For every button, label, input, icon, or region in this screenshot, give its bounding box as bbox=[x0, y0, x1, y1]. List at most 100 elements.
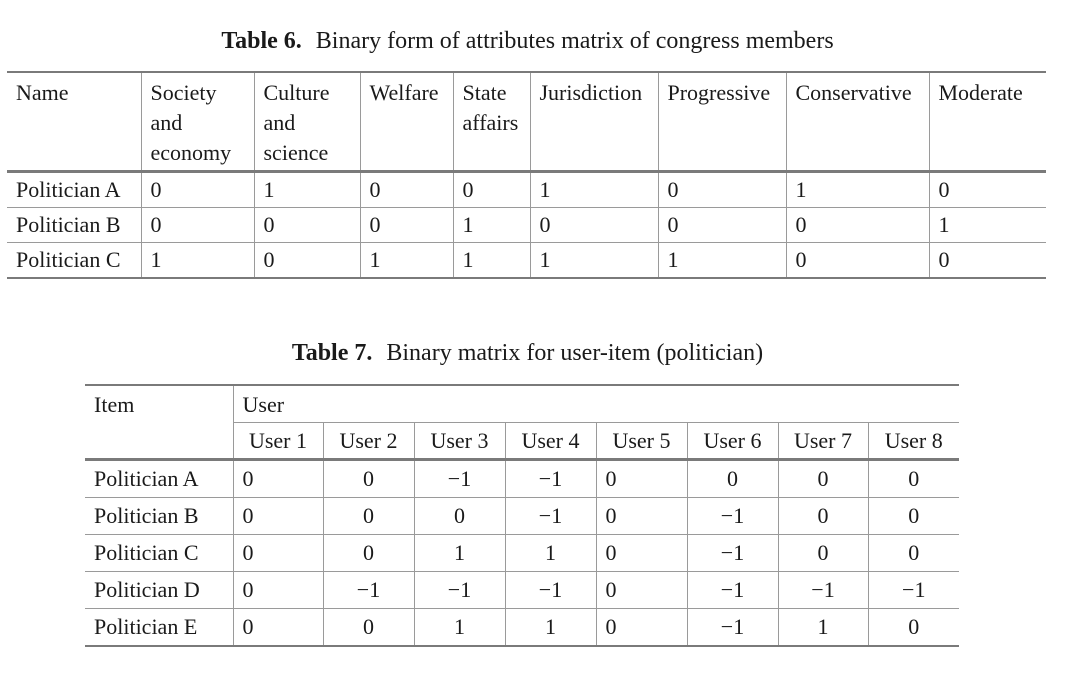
table6-column-header-line: Culture bbox=[263, 80, 330, 105]
table6-column-header: Society and economy bbox=[140, 72, 254, 172]
table7-cell: 0 bbox=[595, 459, 687, 498]
table6-caption-text: Binary form of attributes matrix of cong… bbox=[315, 28, 834, 54]
table6-cell: 1 bbox=[529, 171, 658, 208]
table6-cell: 0 bbox=[785, 207, 929, 243]
table7-cell: 0 bbox=[595, 571, 687, 609]
table7-cell: 0 bbox=[232, 608, 323, 646]
table7-cell: 0 bbox=[867, 534, 959, 572]
table6-column-header-line: science bbox=[263, 140, 329, 165]
table6-cell: 1 bbox=[140, 242, 254, 278]
table6-row-label: Politician B bbox=[7, 207, 141, 243]
table7-item-header: Item bbox=[94, 392, 135, 417]
table6-header-row: Name Society and economy Culture and science We… bbox=[7, 72, 1046, 172]
table7-cell: 0 bbox=[686, 459, 778, 498]
table6-column-header-line: Society bbox=[150, 80, 217, 105]
table6-cell: 1 bbox=[359, 242, 453, 278]
table6-column-header: Jurisdiction bbox=[529, 72, 658, 172]
table6-column-header-line: Name bbox=[16, 80, 69, 105]
table6-cell: 0 bbox=[140, 171, 254, 208]
table6-column-header-line: Progressive bbox=[667, 80, 771, 105]
table7-user-column-header: User 4 bbox=[504, 422, 596, 460]
table7-row: Politician E 0 0 1 1 0 −1 1 0 bbox=[85, 608, 959, 646]
table6-column-header: Culture and science bbox=[253, 72, 360, 172]
table6-cell: 1 bbox=[785, 171, 929, 208]
table7-cell: 1 bbox=[413, 534, 505, 572]
table7-cell: 1 bbox=[504, 534, 596, 572]
table6-column-header: Name bbox=[7, 72, 141, 172]
table7-cell: −1 bbox=[504, 571, 596, 609]
table6-column-header: Moderate bbox=[928, 72, 1046, 172]
table7-caption-text: Binary matrix for user-item (politician) bbox=[386, 340, 764, 366]
table7-cell: 0 bbox=[777, 534, 868, 572]
table7-cell: 0 bbox=[232, 571, 323, 609]
table6-cell: 1 bbox=[452, 207, 530, 243]
table6-cell: 1 bbox=[253, 171, 360, 208]
table7-cell: 0 bbox=[867, 497, 959, 535]
table6-cell: 0 bbox=[359, 171, 453, 208]
table6-cell: 0 bbox=[253, 207, 360, 243]
table7-cell: 0 bbox=[595, 534, 687, 572]
table7-cell: 0 bbox=[595, 608, 687, 646]
table7-row-label: Politician B bbox=[85, 497, 233, 535]
table7-cell: 1 bbox=[504, 608, 596, 646]
table7-row-label: Politician D bbox=[85, 571, 233, 609]
table6-column-header-line: and bbox=[263, 110, 296, 135]
table7-cell: −1 bbox=[686, 608, 778, 646]
table6-cell: 0 bbox=[253, 242, 360, 278]
table7-cell: 0 bbox=[232, 459, 323, 498]
table7-body: Politician A 0 0 −1 −1 0 0 0 0 Politician B 0 0 0 −1 0… bbox=[85, 459, 959, 646]
table7-cell: −1 bbox=[686, 571, 778, 609]
table6-caption: Table 6. Binary form of attributes matrix… bbox=[0, 28, 1060, 55]
table6-cell: 0 bbox=[785, 242, 929, 278]
table6-cell: 0 bbox=[529, 207, 658, 243]
table7-cell: 0 bbox=[867, 608, 959, 646]
table7-cell: −1 bbox=[413, 571, 505, 609]
table6-cell: 0 bbox=[140, 207, 254, 243]
table6-column-header-line: and bbox=[150, 110, 183, 135]
table6: Name Society and economy Culture and science We… bbox=[7, 71, 1046, 279]
table7-cell: −1 bbox=[504, 459, 596, 498]
table7-row: Politician C 0 0 1 1 0 −1 0 0 bbox=[85, 534, 959, 572]
table7-cell: 1 bbox=[413, 608, 505, 646]
table6-cell: 0 bbox=[657, 171, 786, 208]
table7-cell: 0 bbox=[413, 497, 505, 535]
table7-user-column-header: User 3 bbox=[413, 422, 505, 460]
table7-cell: 0 bbox=[322, 497, 414, 535]
table7-row: Politician A 0 0 −1 −1 0 0 0 0 bbox=[85, 459, 959, 498]
table6-cell: 1 bbox=[529, 242, 658, 278]
table7-cell: −1 bbox=[867, 571, 959, 609]
table6-column-header: State affairs bbox=[452, 72, 530, 172]
table6-column-header-line: economy bbox=[150, 140, 232, 165]
table7-user-header: User bbox=[232, 385, 959, 423]
table6-caption-number: Table 6. bbox=[221, 28, 302, 54]
table7-row-label: Politician C bbox=[85, 534, 233, 572]
table7-user-subheader-row: User 1 User 2 User 3 User 4 User 5 User 6 User… bbox=[85, 422, 959, 460]
table7-cell: 0 bbox=[232, 534, 323, 572]
table7-row-label: Politician E bbox=[85, 608, 233, 646]
table6-cell: 0 bbox=[928, 242, 1046, 278]
table7-user-column-header: User 2 bbox=[322, 422, 414, 460]
table7-cell: 0 bbox=[322, 459, 414, 498]
table7-user-column-header: User 8 bbox=[867, 422, 959, 460]
table7-cell: 0 bbox=[867, 459, 959, 498]
table7-cell: −1 bbox=[686, 497, 778, 535]
table7-cell: −1 bbox=[686, 534, 778, 572]
table7-caption: Table 7. Binary matrix for user-item (pol… bbox=[0, 340, 1060, 367]
table7-cell: 0 bbox=[777, 459, 868, 498]
table7-cell: 0 bbox=[777, 497, 868, 535]
table7-user-column-header: User 7 bbox=[777, 422, 868, 460]
table6-cell: 1 bbox=[657, 242, 786, 278]
table6-cell: 0 bbox=[359, 207, 453, 243]
table6-column-header: Progressive bbox=[657, 72, 786, 172]
table6-column-header-line: Conservative bbox=[795, 80, 912, 105]
table7-user-column-header: User 5 bbox=[595, 422, 687, 460]
table7-user-column-header: User 6 bbox=[686, 422, 778, 460]
table6-row-label: Politician C bbox=[7, 242, 141, 278]
table7-row-label: Politician A bbox=[94, 466, 199, 491]
table7-header-row: Item User bbox=[85, 385, 959, 423]
table7-cell: 0 bbox=[232, 497, 323, 535]
